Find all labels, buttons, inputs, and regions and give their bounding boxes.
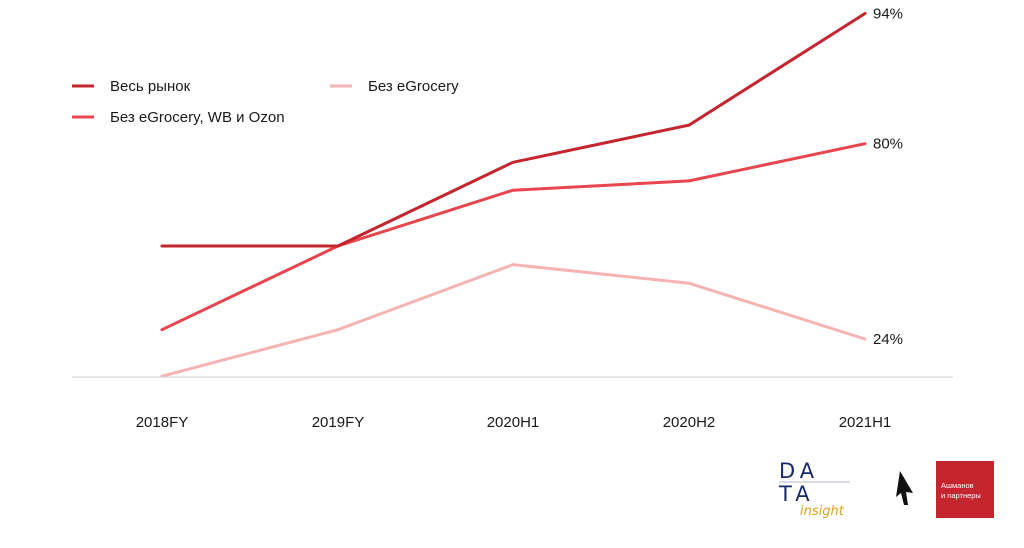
end-label-0: 94%	[873, 6, 903, 23]
series-line-2	[160, 263, 867, 378]
legend-label-whole-market: Весь рынок	[110, 78, 191, 95]
legend-label-no-egrocery-wb-ozon: Без eGrocery, WB и Ozon	[110, 109, 285, 126]
series-layer	[160, 12, 867, 378]
legend: Весь рынок Без eGrocery, WB и Ozon Без e…	[72, 78, 459, 126]
ashmanov-logo-box	[936, 461, 994, 518]
data-insight-logo: DA TA insight	[778, 459, 850, 519]
ashmanov-logo-line2: и партнеры	[941, 491, 981, 500]
x-axis-ticks: 2018FY 2019FY 2020H1 2020H2 2021H1	[136, 414, 892, 431]
legend-item-no-egrocery-wb-ozon: Без eGrocery, WB и Ozon	[72, 109, 285, 126]
x-tick-label-0: 2018FY	[136, 414, 189, 431]
legend-item-whole-market: Весь рынок	[72, 78, 191, 95]
x-tick-label-1: 2019FY	[312, 414, 365, 431]
legend-item-no-egrocery: Без eGrocery	[330, 78, 459, 95]
x-tick-label-2: 2020H1	[487, 414, 540, 431]
x-tick-label-4: 2021H1	[839, 414, 892, 431]
data-insight-logo-line1: DA	[779, 459, 819, 483]
ashmanov-logo-line1: Ашманов	[941, 481, 974, 490]
legend-label-no-egrocery: Без eGrocery	[368, 78, 459, 95]
ashmanov-logo: Ашманов и партнеры	[936, 461, 994, 518]
end-label-1: 80%	[873, 136, 903, 153]
series-line-1	[160, 142, 867, 332]
end-label-2: 24%	[873, 331, 903, 348]
cursor-icon	[896, 471, 913, 505]
series-line-0	[160, 12, 867, 248]
x-tick-label-3: 2020H2	[663, 414, 716, 431]
end-labels: 24% 80% 94%	[873, 6, 903, 349]
data-insight-logo-sub: insight	[800, 504, 845, 519]
data-insight-logo-line2: TA	[778, 482, 815, 506]
